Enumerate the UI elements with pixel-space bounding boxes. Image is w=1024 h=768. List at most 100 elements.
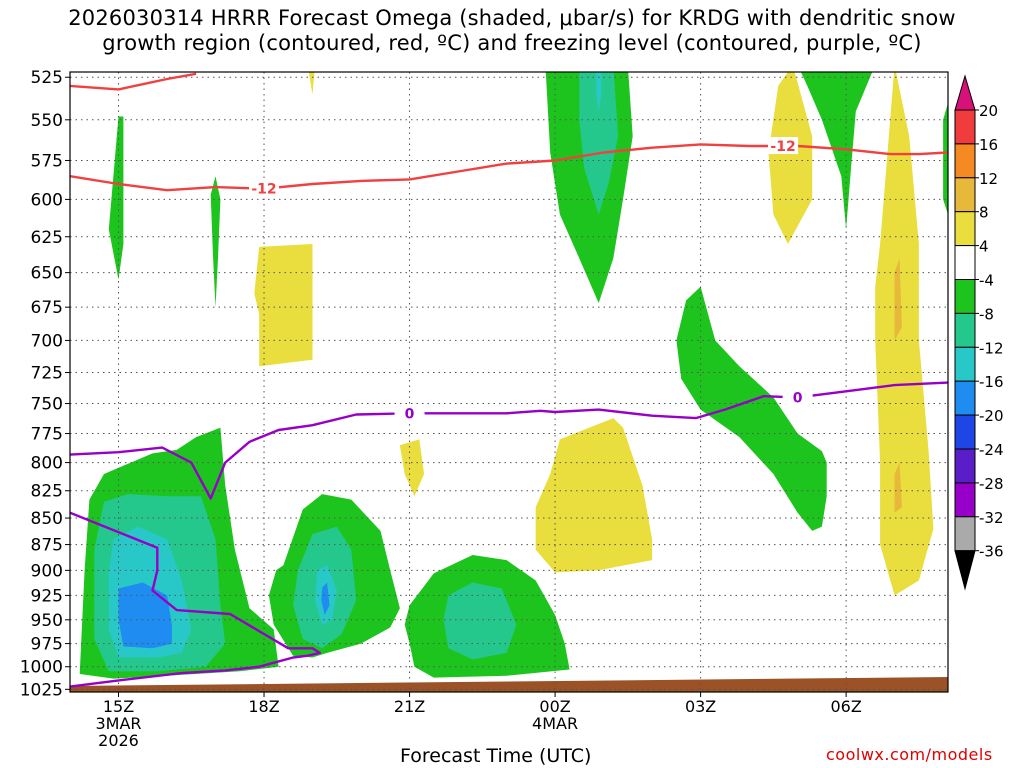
omega-region-13	[579, 72, 619, 215]
xtick-label-15-2: 2026	[98, 731, 139, 750]
colorbar-swatch-11	[954, 448, 976, 484]
colorbar-label-4: 4	[979, 238, 989, 256]
colorbar-label-10: -24	[979, 441, 1004, 459]
ytick-label-725: 725	[31, 364, 63, 384]
grid-layer	[70, 72, 948, 692]
contour-label-red-2-bg	[768, 137, 799, 155]
ytick-label-550: 550	[31, 111, 63, 131]
omega-region-18	[254, 244, 313, 367]
contour-label-purple-2-bg	[782, 388, 813, 406]
colorbar-swatch-2	[954, 143, 976, 179]
colorbar-label-8: -16	[979, 373, 1004, 391]
colorbar-swatch-13	[954, 516, 976, 552]
contour-line-3	[70, 511, 321, 688]
contour-label-red-1: -12	[251, 182, 276, 198]
contour-label-purple-2: 0	[793, 390, 803, 406]
colorbar-top-arrow	[954, 74, 976, 111]
ytick-label-800: 800	[31, 454, 63, 474]
contour-label-purple-1: 0	[405, 406, 415, 422]
colorbar-label-9: -20	[979, 407, 1004, 425]
omega-region-11	[443, 582, 517, 660]
ytick-label-750: 750	[31, 395, 63, 415]
omega-region-5	[118, 582, 172, 649]
ytick-label-600: 600	[31, 190, 63, 210]
colorbar-label-2: 12	[979, 170, 998, 188]
contour-line-0	[70, 143, 948, 192]
omega-region-22	[875, 72, 934, 596]
omega-region-14	[596, 72, 602, 112]
colorbar-swatch-3	[954, 177, 976, 213]
xtick-label-21-0: 21Z	[394, 697, 425, 716]
colorbar-swatch-8	[954, 346, 976, 382]
colorbar-label-13: -36	[979, 543, 1004, 561]
shading-layer	[70, 72, 948, 692]
chart-title-line1: 2026030314 HRRR Forecast Omega (shaded, …	[68, 6, 956, 30]
contour-line-2	[70, 381, 948, 500]
colorbar-label-7: -12	[979, 339, 1004, 357]
ytick-label-1000: 1000	[20, 658, 63, 678]
omega-region-17	[676, 286, 827, 531]
omega-region-15	[800, 72, 873, 230]
ytick-label-650: 650	[31, 264, 63, 284]
ytick-label-1025: 1025	[20, 680, 63, 700]
omega-region-25	[308, 72, 315, 95]
omega-region-24	[894, 462, 902, 513]
omega-region-21	[768, 72, 813, 244]
omega-region-26	[845, 72, 854, 83]
omega-region-23	[894, 258, 902, 341]
omega-region-1	[210, 176, 221, 308]
ytick-label-525: 525	[31, 68, 63, 88]
ytick-label-775: 775	[31, 425, 63, 445]
colorbar-label-12: -32	[979, 509, 1004, 527]
contour-line-1	[70, 72, 197, 91]
colorbar-label-3: 8	[979, 204, 989, 222]
omega-region-19	[399, 439, 425, 497]
ytick-label-825: 825	[31, 482, 63, 502]
colorbar-swatch-5	[954, 245, 976, 281]
contour-layer: -12 -12 0 0	[70, 72, 948, 688]
axes-layer: 525 550 575 600 625 650 675 700 725 750 775 800 825 8…	[20, 68, 949, 750]
colorbar: 20 16 12 8 4 -4 -8 -12 -16 -20 -24 -28 -32 -36	[954, 74, 1004, 591]
colorbar-swatch-1	[954, 109, 976, 145]
ytick-label-875: 875	[31, 536, 63, 556]
omega-region-20	[535, 418, 653, 573]
xtick-label-15-0: 15Z	[103, 697, 134, 716]
ytick-label-850: 850	[31, 509, 63, 529]
omega-region-9	[321, 582, 330, 615]
contour-label-purple-1-bg	[394, 404, 425, 422]
colorbar-swatch-9	[954, 380, 976, 416]
chart-title: 2026030314 HRRR Forecast Omega (shaded, …	[0, 6, 1024, 56]
contour-label-red-2: -12	[770, 139, 795, 155]
colorbar-bottom-arrow	[954, 550, 976, 591]
colorbar-label-0: 20	[979, 102, 998, 120]
ytick-label-675: 675	[31, 298, 63, 318]
colorbar-swatch-12	[954, 482, 976, 518]
xtick-label-15-1: 3MAR	[95, 714, 141, 733]
ytick-label-625: 625	[31, 228, 63, 248]
colorbar-swatch-4	[954, 211, 976, 247]
xtick-label-18-0: 18Z	[248, 697, 279, 716]
contour-label-red-1-bg	[249, 179, 280, 197]
xtick-label-27-0: 03Z	[685, 697, 716, 716]
colorbar-swatch-6	[954, 279, 976, 314]
colorbar-label-6: -8	[979, 305, 994, 323]
colorbar-label-1: 16	[979, 136, 998, 154]
colorbar-swatch-10	[954, 414, 976, 450]
ytick-label-575: 575	[31, 151, 63, 171]
watermark: coolwx.com/models	[826, 745, 993, 764]
ytick-label-975: 975	[31, 635, 63, 655]
colorbar-label-11: -28	[979, 475, 1004, 493]
colorbar-label-5: -4	[979, 272, 994, 290]
chart-title-line2: growth region (contoured, red, ºC) and f…	[102, 31, 922, 55]
ytick-label-950: 950	[31, 611, 63, 631]
omega-region-0	[108, 116, 124, 280]
colorbar-swatch-7	[954, 312, 976, 348]
ytick-label-900: 900	[31, 561, 63, 581]
xtick-label-24-0: 00Z	[539, 697, 570, 716]
xtick-label-24-1: 4MAR	[532, 714, 578, 733]
ytick-label-925: 925	[31, 586, 63, 606]
omega-region-16	[943, 103, 948, 215]
xtick-label-30-0: 06Z	[830, 697, 861, 716]
terrain	[70, 677, 948, 692]
